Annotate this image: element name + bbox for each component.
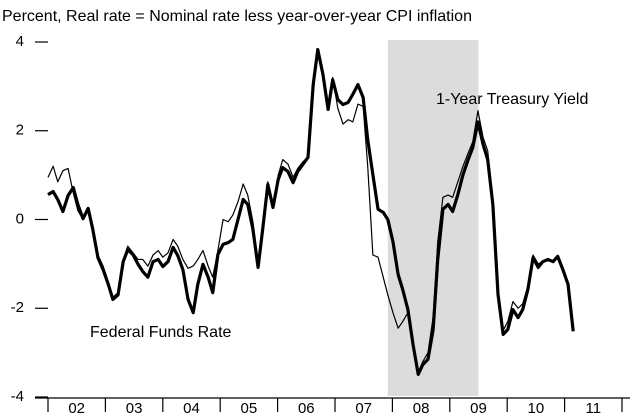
x-tick-label: 03 (126, 400, 143, 417)
x-tick-label: 08 (413, 400, 430, 417)
annotation: Federal Funds Rate (90, 324, 232, 341)
x-tick-label: 06 (298, 400, 315, 417)
x-tick-label: 07 (355, 400, 372, 417)
x-tick-label: 11 (586, 400, 602, 417)
x-tick-label: 05 (241, 400, 258, 417)
y-tick-label: -2 (11, 299, 24, 316)
y-tick-label: 2 (16, 122, 24, 139)
x-tick-label: 10 (528, 400, 545, 417)
annotation: 1-Year Treasury Yield (436, 91, 588, 108)
y-tick-label: -4 (11, 388, 24, 405)
chart-title: Percent, Real rate = Nominal rate less y… (2, 8, 472, 25)
x-tick-label: 04 (183, 400, 200, 417)
x-tick-label: 09 (470, 400, 487, 417)
series-line (47, 50, 574, 374)
y-tick-label: 4 (16, 33, 24, 50)
y-tick-label: 0 (16, 210, 24, 227)
x-tick-label: 02 (68, 400, 85, 417)
